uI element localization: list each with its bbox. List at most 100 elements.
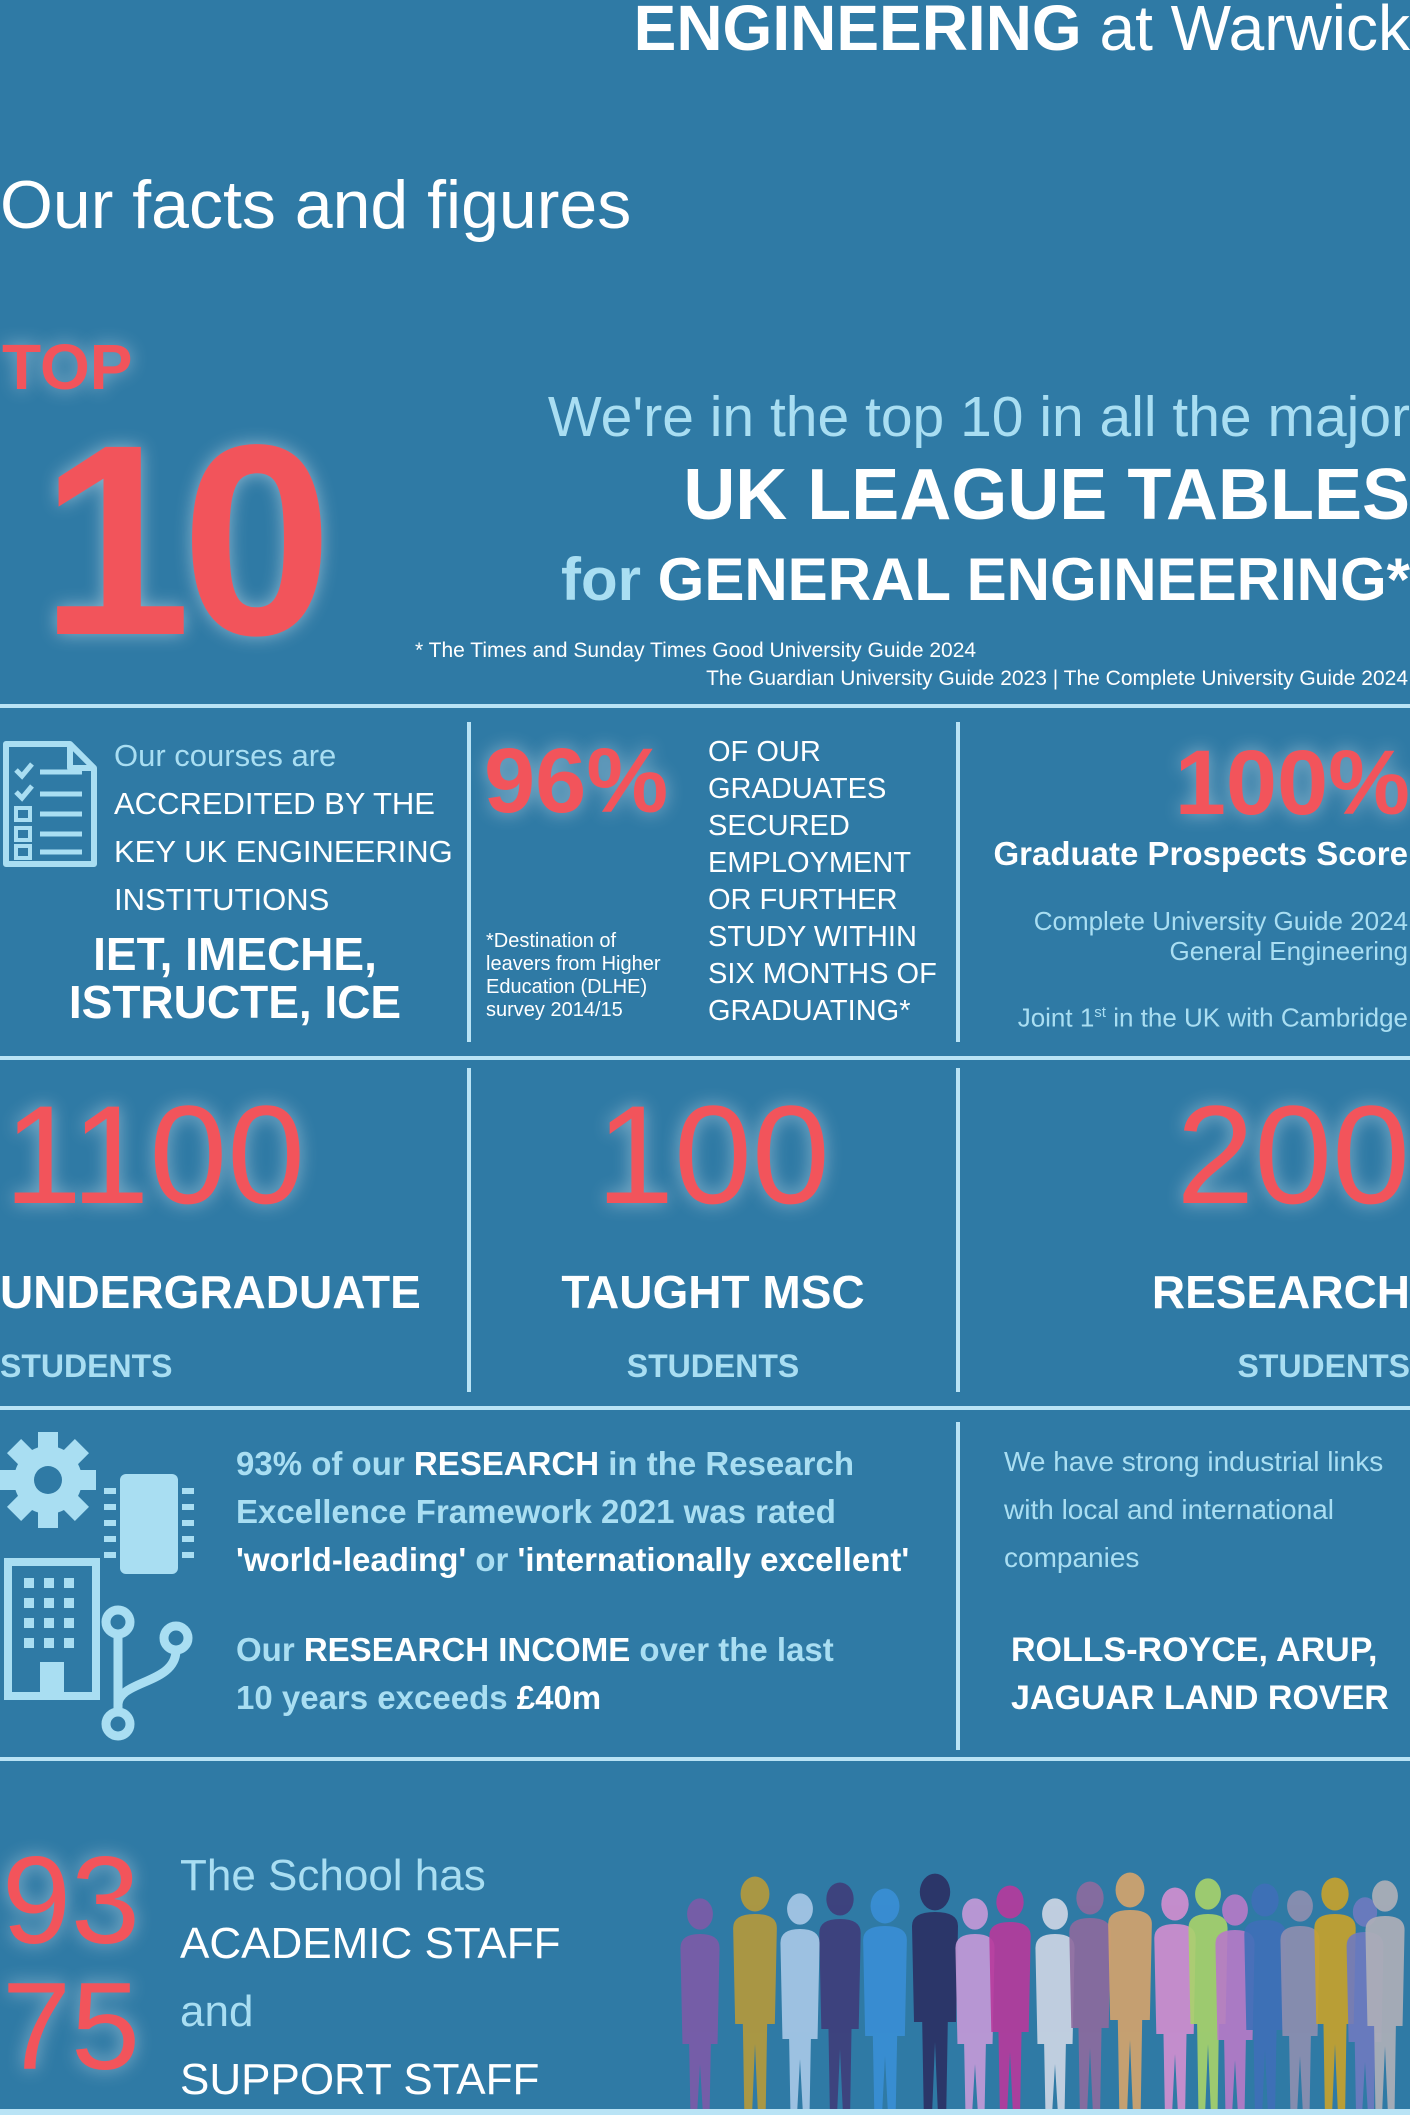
joint-suffix: in the UK with Cambridge (1105, 1002, 1408, 1033)
research-income-text: Our RESEARCH INCOME over the last 10 yea… (236, 1626, 834, 1722)
league-line3: for GENERAL ENGINEERING* (561, 545, 1410, 615)
staff-line1: The School has (180, 1851, 486, 1900)
employment-lines: OF OUR GRADUATES SECURED EMPLOYMENT OR FURTH… (708, 734, 937, 1030)
accreditation-line3: KEY UK ENGINEERING (114, 834, 453, 869)
staff-text: The School has ACADEMIC STAFF and SUPPOR… (180, 1842, 561, 2114)
prospects-percent: 100% (1174, 732, 1410, 834)
research-p2-a: Our (236, 1631, 304, 1668)
employment-line: STUDY WITHIN (708, 921, 917, 953)
top-label: TOP (2, 331, 133, 403)
research-p2-line2-b: £40m (516, 1679, 602, 1716)
person-silhouette (912, 1873, 958, 2115)
students-msc-number: 100 (596, 1076, 830, 1233)
research-p1-line3-a: 'world-leading' (236, 1541, 467, 1578)
bodies-line2: ISTRUCTE, ICE (68, 976, 402, 1028)
crowd-silhouette-illustration (680, 1872, 1405, 2115)
person-silhouette (1035, 1898, 1075, 2115)
prospects-source2: General Engineering (1169, 936, 1409, 966)
joint-sup: st (1094, 1004, 1106, 1021)
research-ref-text: 93% of our RESEARCH in the Research Exce… (236, 1440, 909, 1584)
employment-footnote-line: *Destination of (486, 930, 617, 952)
students-research-number: 200 (1176, 1076, 1410, 1233)
industry-text: We have strong industrial links with loc… (1004, 1438, 1383, 1582)
companies-line1: ROLLS-ROYCE, ARUP, (1011, 1631, 1378, 1669)
employment-line: SECURED (708, 810, 850, 842)
person-silhouette (1244, 1883, 1286, 2115)
research-p1-line3-c: 'internationally excellent' (517, 1541, 910, 1578)
accreditation-line4: INSTITUTIONS (114, 882, 330, 917)
league-line1: We're in the top 10 in all the major (547, 385, 1410, 449)
league-line3-bold: GENERAL ENGINEERING* (657, 546, 1410, 613)
person-silhouette (780, 1893, 820, 2115)
prospects-joint: Joint 1st in the UK with Cambridge (1018, 996, 1408, 1035)
staff-line3: and (180, 1987, 254, 2036)
league-line3-prefix: for (561, 546, 658, 613)
employment-line: EMPLOYMENT (708, 847, 912, 879)
staff-line4: SUPPORT STAFF (180, 2055, 540, 2104)
employment-line: OF OUR (708, 736, 821, 768)
students-research-label: RESEARCH (1151, 1266, 1410, 1318)
person-silhouette (863, 1888, 907, 2115)
industry-line1: We have strong industrial links (1004, 1446, 1384, 1477)
students-research-sub: STUDENTS (1237, 1348, 1410, 1384)
person-silhouette (1365, 1880, 1405, 2115)
top-number: 10 (40, 388, 333, 692)
prospects-source: Complete University Guide 2024 General E… (1034, 906, 1408, 966)
employment-line: GRADUATING* (708, 995, 911, 1027)
divider-2 (0, 1056, 1410, 1060)
research-tech-icon (0, 1432, 194, 1741)
person-silhouette (1154, 1887, 1196, 2115)
person-silhouette (733, 1876, 777, 2115)
students-msc-sub: STUDENTS (626, 1348, 800, 1384)
industry-line2: with local and international (1004, 1494, 1334, 1525)
students-msc-label: TAUGHT MSC (561, 1266, 865, 1318)
title-rest: at Warwick (1081, 0, 1410, 64)
person-silhouette (1280, 1890, 1320, 2115)
academic-staff-number: 93 (2, 1832, 140, 1970)
employment-line: OR FURTHER (708, 884, 898, 916)
person-silhouette (989, 1885, 1031, 2115)
research-p1-a: 93% of our (236, 1445, 414, 1482)
companies-line2: JAGUAR LAND ROVER (1011, 1679, 1389, 1717)
prospects-source1: Complete University Guide 2024 (1033, 906, 1408, 936)
page-title: ENGINEERING at Warwick (634, 0, 1410, 68)
league-line2: UK LEAGUE TABLES (683, 455, 1410, 535)
employment-line: SIX MONTHS OF (708, 958, 937, 990)
employment-line: GRADUATES (708, 773, 887, 805)
divider-v4 (956, 1068, 960, 1392)
page-subtitle: Our facts and figures (0, 167, 632, 243)
students-ug-sub: STUDENTS (0, 1348, 173, 1384)
divider-v2 (956, 722, 960, 1042)
person-silhouette (680, 1898, 720, 2115)
industry-companies: ROLLS-ROYCE, ARUP, JAGUAR LAND ROVER (1011, 1626, 1389, 1722)
research-p1-b: RESEARCH (413, 1445, 600, 1482)
person-silhouette (1215, 1894, 1255, 2115)
research-p1-c: in the Research (599, 1445, 854, 1482)
accreditation-line2: ACCREDITED BY THE (114, 786, 435, 821)
industry-line3: companies (1004, 1542, 1140, 1573)
divider-v3 (467, 1068, 471, 1392)
accreditation-bodies: IET, IMECHE, ISTRUCTE, ICE (0, 930, 470, 1026)
person-silhouette (1314, 1877, 1356, 2115)
employment-percent: 96% (484, 730, 669, 832)
research-p2-c: over the last (630, 1631, 834, 1668)
joint-prefix: Joint 1 (1017, 1002, 1095, 1033)
research-p1-line3-b: or (466, 1541, 518, 1578)
divider-v1 (467, 722, 471, 1042)
employment-footnote-line: survey 2014/15 (486, 999, 623, 1021)
bodies-line1: IET, IMECHE, (93, 928, 377, 980)
divider-v5 (956, 1422, 960, 1750)
staff-line2: ACADEMIC STAFF (180, 1919, 561, 1968)
students-ug-label: UNDERGRADUATE (0, 1266, 421, 1318)
research-p1-line2: Excellence Framework 2021 was rated (236, 1493, 836, 1530)
accreditation-text: Our courses are ACCREDITED BY THE KEY UK… (114, 732, 453, 924)
person-silhouette (1069, 1881, 1111, 2115)
research-p2-line2-a: 10 years exceeds (236, 1679, 517, 1716)
research-p2-b: RESEARCH INCOME (303, 1631, 631, 1668)
league-source1: * The Times and Sunday Times Good Univer… (415, 639, 977, 662)
divider-4 (0, 1757, 1410, 1761)
students-ug-number: 1100 (4, 1076, 306, 1233)
title-bold: ENGINEERING (633, 0, 1082, 64)
person-silhouette (1108, 1872, 1152, 2115)
accreditation-line1: Our courses are (114, 738, 337, 773)
